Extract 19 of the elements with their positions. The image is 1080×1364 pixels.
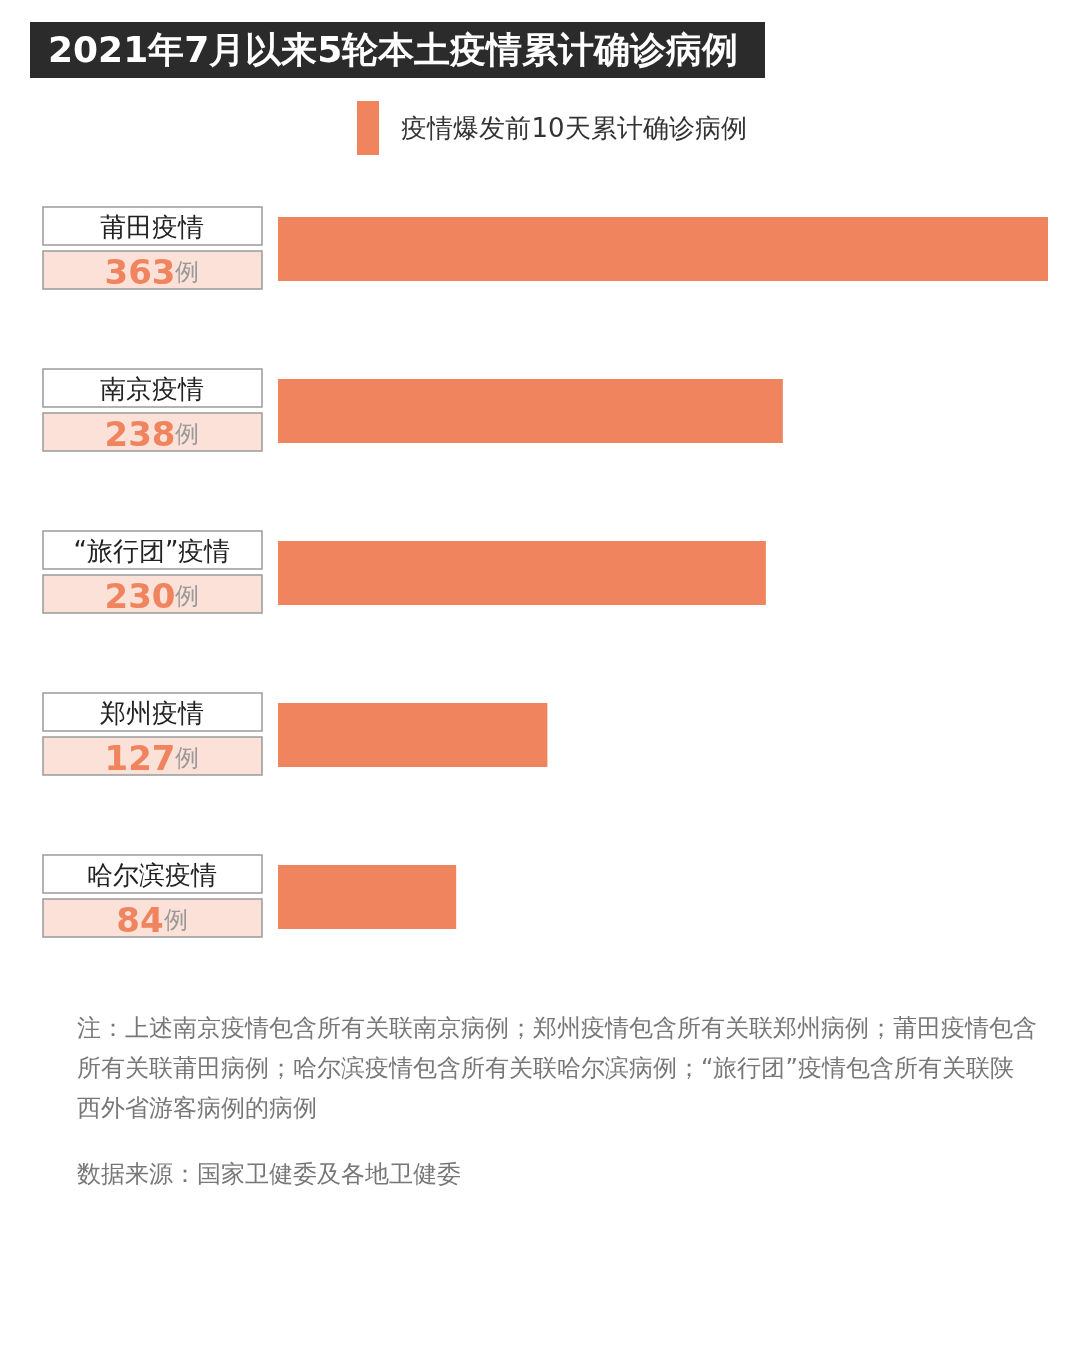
data-label: 230例 xyxy=(104,576,200,616)
source-note: 数据来源：国家卫健委及各地卫健委 xyxy=(77,1159,462,1190)
y-tick-label: 莆田疫情 xyxy=(100,212,204,242)
bar xyxy=(278,703,548,767)
bar xyxy=(278,865,457,929)
text: 注：上述南京疫情包含所有关联南京病例；郑州疫情包含所有关联郑州病例；莆田疫情包含所有关联莆田病例；哈尔滨疫情包含所有关联哈尔滨病例；“旅行团”疫情包含所有关联陕西外省游客病例的病例 xyxy=(77,1013,1037,1124)
bar xyxy=(278,379,783,443)
bar xyxy=(278,541,766,605)
chart-title: 2021年7月以来5轮本土疫情累计确诊病例 xyxy=(30,22,765,78)
data-label: 127例 xyxy=(104,738,200,778)
data-label: 363例 xyxy=(104,252,200,292)
bar xyxy=(278,217,1048,281)
y-tick-label: 哈尔滨疫情 xyxy=(87,860,217,890)
y-tick-label: “旅行团”疫情 xyxy=(73,536,231,566)
data-label: 238例 xyxy=(104,414,200,454)
legend-label: 疫情爆发前10天累计确诊病例 xyxy=(401,111,747,145)
data-label: 84例 xyxy=(116,900,188,940)
y-tick-label: 南京疫情 xyxy=(100,374,204,404)
y-tick-label: 郑州疫情 xyxy=(100,698,204,728)
